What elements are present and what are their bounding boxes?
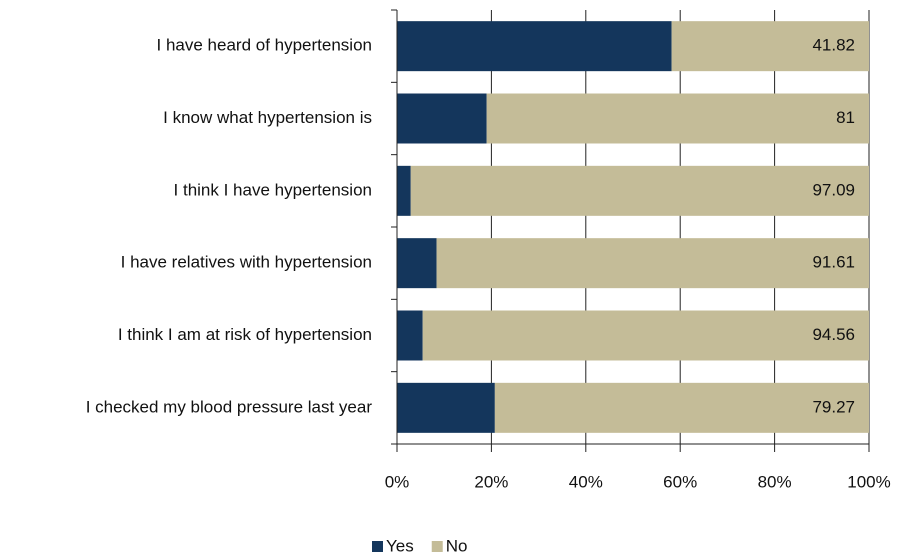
value-label: 94.56 bbox=[812, 325, 855, 344]
bar-segment bbox=[436, 238, 869, 289]
bar-segment bbox=[494, 382, 869, 433]
x-tick-label: 80% bbox=[758, 472, 792, 491]
x-tick-label: 40% bbox=[569, 472, 603, 491]
y-tick-label: I think I am at risk of hypertension bbox=[118, 325, 372, 344]
y-tick-label: I know what hypertension is bbox=[163, 108, 372, 127]
y-tick-label: I think I have hypertension bbox=[174, 180, 372, 199]
y-tick-label: I have relatives with hypertension bbox=[121, 253, 372, 272]
value-label: 91.61 bbox=[812, 253, 855, 272]
legend-label: No bbox=[446, 536, 468, 555]
bar-segment bbox=[486, 93, 869, 144]
bar-segment bbox=[397, 310, 423, 361]
bar-segment bbox=[397, 382, 495, 433]
y-tick-label: I checked my blood pressure last year bbox=[86, 397, 373, 416]
x-tick-label: 100% bbox=[847, 472, 890, 491]
bar-segment bbox=[422, 310, 869, 361]
bar-segment bbox=[397, 238, 437, 289]
value-label: 79.27 bbox=[812, 397, 855, 416]
bar-segment bbox=[397, 165, 411, 216]
bar-segment bbox=[671, 21, 869, 72]
value-label: 97.09 bbox=[812, 180, 855, 199]
bar-segment bbox=[397, 93, 487, 144]
value-label: 81 bbox=[836, 108, 855, 127]
x-tick-label: 0% bbox=[385, 472, 410, 491]
legend-label: Yes bbox=[386, 536, 414, 555]
value-label: 41.82 bbox=[812, 36, 855, 55]
bar-segment bbox=[397, 21, 672, 72]
bar-segment bbox=[410, 165, 869, 216]
legend-swatch bbox=[372, 541, 383, 552]
x-tick-label: 20% bbox=[474, 472, 508, 491]
legend-swatch bbox=[431, 541, 443, 552]
y-tick-label: I have heard of hypertension bbox=[157, 36, 372, 55]
x-tick-label: 60% bbox=[663, 472, 697, 491]
